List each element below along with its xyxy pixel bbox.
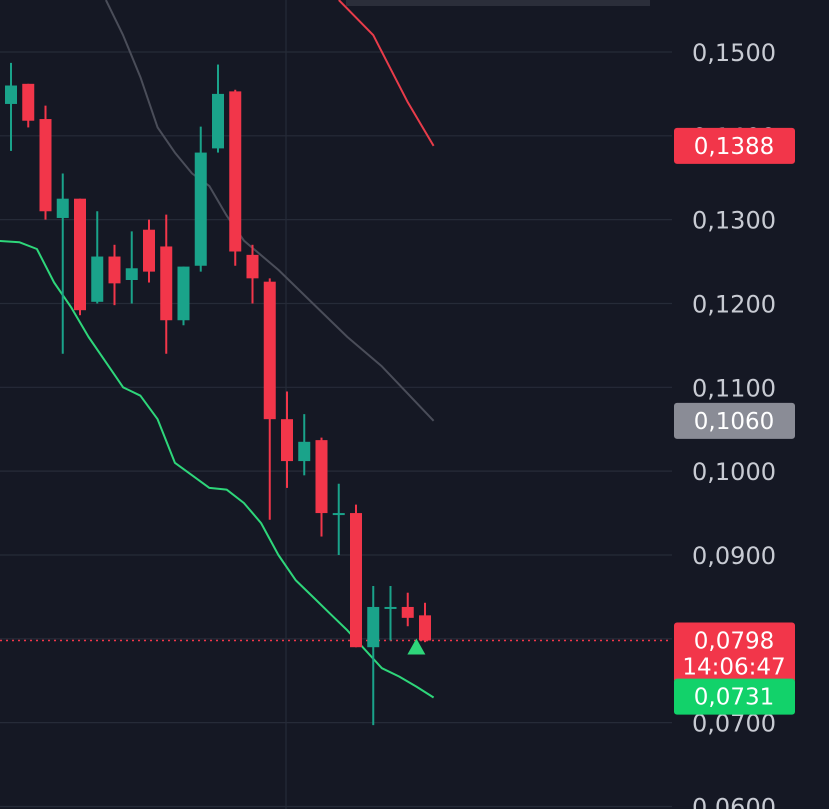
candle [22, 83, 35, 128]
candle [56, 173, 69, 354]
candle-body [56, 198, 69, 218]
candle-body [91, 256, 104, 302]
candle [39, 105, 52, 220]
candle [160, 214, 173, 354]
y-tick-label: 0,1500 [692, 39, 776, 67]
candle-body [367, 606, 380, 648]
candle-body [384, 606, 397, 609]
candle-body [229, 91, 242, 252]
candle [108, 244, 121, 306]
candle-body [298, 441, 311, 462]
candle-body [332, 513, 345, 516]
candle [91, 211, 104, 304]
price-tag-label: 0,0731 [694, 685, 774, 711]
candle [281, 391, 293, 488]
candle-body [281, 419, 293, 462]
y-tick-label: 0,0600 [692, 793, 776, 809]
candles [5, 62, 431, 726]
candle-body [108, 256, 121, 284]
candle [74, 198, 86, 316]
candle-body [401, 606, 414, 618]
y-tick-label: 0,1100 [692, 374, 776, 402]
candle-body [350, 513, 362, 648]
candle-body [177, 266, 190, 321]
price-tag-label: 0,1060 [694, 409, 774, 435]
candle [5, 62, 17, 151]
candle-body [143, 229, 155, 272]
candle [177, 266, 190, 326]
candle [246, 244, 259, 304]
y-tick-label: 0,0900 [692, 542, 776, 570]
candle-body [315, 440, 328, 514]
candle [263, 278, 276, 520]
candle [419, 602, 431, 643]
candle [298, 414, 311, 476]
price-tag [674, 678, 795, 715]
y-tick-label: 0,1300 [692, 207, 776, 235]
candle [194, 126, 207, 272]
candle-body [194, 152, 207, 266]
price-tag-countdown: 14:06:47 [682, 654, 785, 680]
candle-body [212, 93, 224, 149]
candle [212, 64, 224, 153]
candle [401, 592, 414, 627]
candle-body [160, 246, 173, 321]
candle [143, 219, 155, 283]
candle-body [419, 615, 431, 641]
price-tag [674, 402, 795, 439]
candle [315, 437, 328, 537]
price-tag [674, 127, 795, 164]
candle-body [74, 198, 86, 311]
candle [332, 483, 345, 555]
candle-body [22, 83, 35, 121]
candle [367, 586, 380, 726]
green-moving-average-line [0, 240, 435, 699]
candle [125, 231, 138, 304]
gray-moving-average-line [105, 0, 435, 422]
candle-body [125, 268, 138, 281]
candle-body [263, 281, 276, 420]
price-tag [674, 622, 795, 683]
candle [384, 586, 397, 641]
candle [350, 504, 362, 648]
candle-body [246, 254, 259, 279]
y-tick-label: 0,1200 [692, 290, 776, 318]
top-range-bar [346, 0, 650, 6]
red-moving-average-line [338, 0, 435, 147]
buy-signal-triangle-icon [407, 638, 426, 655]
candle-body [5, 85, 17, 104]
price-tag-label: 0,1388 [694, 134, 774, 160]
y-tick-label: 0,1000 [692, 458, 776, 486]
candle [229, 89, 242, 266]
price-tag-label: 0,0798 [694, 628, 774, 654]
candle-body [39, 119, 52, 212]
